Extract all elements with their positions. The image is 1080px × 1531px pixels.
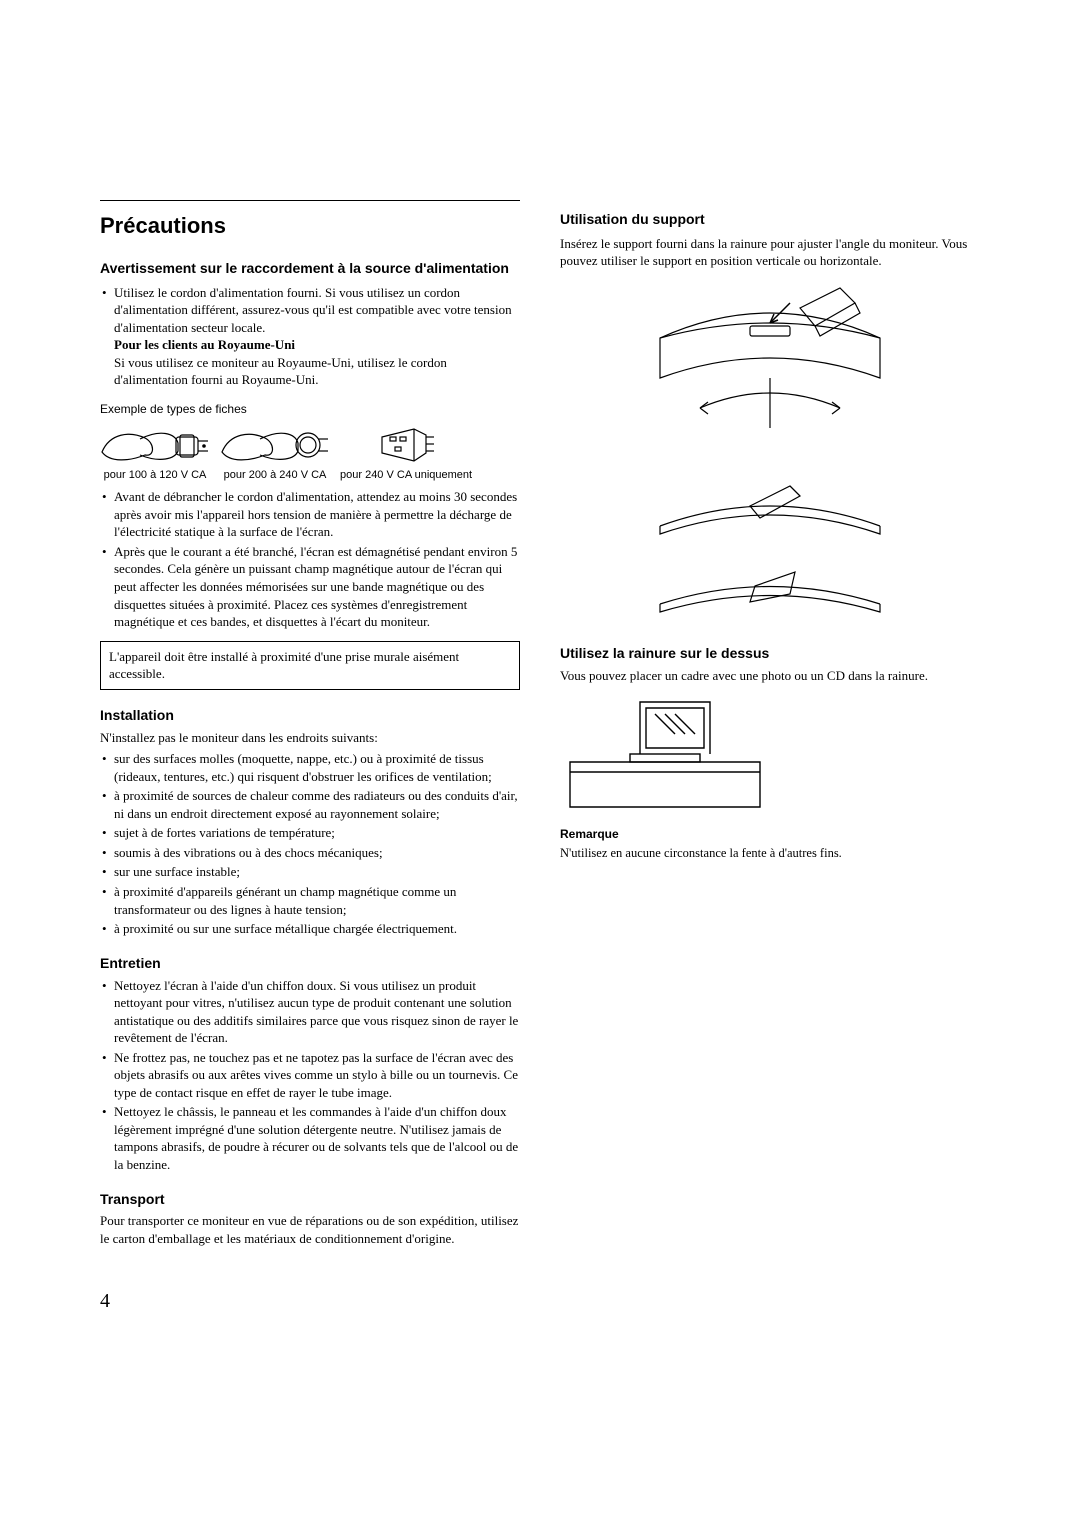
heading-maintenance: Entretien: [100, 954, 520, 973]
list-item: Après que le courant a été branché, l'éc…: [114, 543, 520, 631]
plug-icon: [220, 423, 330, 465]
heading-installation: Installation: [100, 706, 520, 725]
page-number: 4: [100, 1288, 520, 1315]
plug-icon: [100, 423, 210, 465]
heading-support-use: Utilisation du support: [560, 210, 980, 229]
support-use-body: Insérez le support fourni dans la rainur…: [560, 235, 980, 270]
text: Utilisez le cordon d'alimentation fourni…: [114, 285, 512, 335]
list-item: soumis à des vibrations ou à des chocs m…: [114, 844, 520, 862]
plug-type-a: pour 100 à 120 V CA: [100, 423, 210, 482]
illustration-stand-side: [640, 466, 900, 546]
note-heading: Remarque: [560, 826, 980, 842]
power-warning-list: Utilisez le cordon d'alimentation fourni…: [100, 284, 520, 389]
list-item: Nettoyez le châssis, le panneau et les c…: [114, 1103, 520, 1173]
list-item: sujet à de fortes variations de températ…: [114, 824, 520, 842]
heading-groove-use: Utilisez la rainure sur le dessus: [560, 644, 980, 663]
list-item: Avant de débrancher le cordon d'alimenta…: [114, 488, 520, 541]
list-item: à proximité d'appareils générant un cham…: [114, 883, 520, 918]
list-item: sur des surfaces molles (moquette, nappe…: [114, 750, 520, 785]
illustration-stand-side-2: [640, 554, 900, 624]
installation-lead: N'installez pas le moniteur dans les end…: [100, 729, 520, 747]
plug-row: pour 100 à 120 V CA pour 200 à 240 V CA: [100, 423, 520, 482]
plug-label: pour 200 à 240 V CA: [220, 469, 330, 482]
list-item: Nettoyez l'écran à l'aide d'un chiffon d…: [114, 977, 520, 1047]
installation-list: sur des surfaces molles (moquette, nappe…: [100, 750, 520, 937]
boxed-note: L'appareil doit être installé à proximit…: [100, 641, 520, 690]
list-item: à proximité de sources de chaleur comme …: [114, 787, 520, 822]
page-title: Précautions: [100, 200, 520, 241]
power-warning-list-2: Avant de débrancher le cordon d'alimenta…: [100, 488, 520, 630]
maintenance-list: Nettoyez l'écran à l'aide d'un chiffon d…: [100, 977, 520, 1174]
heading-transport: Transport: [100, 1190, 520, 1209]
list-item: Ne frottez pas, ne touchez pas et ne tap…: [114, 1049, 520, 1102]
illustration-stand-insert: [640, 278, 900, 458]
note-body: N'utilisez en aucune circonstance la fen…: [560, 845, 980, 862]
plug-label: pour 100 à 120 V CA: [100, 469, 210, 482]
plug-label: pour 240 V CA uniquement: [340, 469, 472, 482]
right-column: Utilisation du support Insérez le suppor…: [560, 200, 980, 1315]
list-item: Utilisez le cordon d'alimentation fourni…: [114, 284, 520, 389]
heading-power-warning: Avertissement sur le raccordement à la s…: [100, 259, 520, 278]
plug-caption: Exemple de types de fiches: [100, 401, 520, 417]
page: Précautions Avertissement sur le raccord…: [100, 200, 980, 1315]
text: Si vous utilisez ce moniteur au Royaume-…: [114, 355, 447, 388]
left-column: Précautions Avertissement sur le raccord…: [100, 200, 520, 1315]
plug-type-b: pour 200 à 240 V CA: [220, 423, 330, 482]
groove-use-body: Vous pouvez placer un cadre avec une pho…: [560, 667, 980, 685]
transport-body: Pour transporter ce moniteur en vue de r…: [100, 1212, 520, 1247]
plug-icon: [376, 423, 436, 465]
list-item: sur une surface instable;: [114, 863, 520, 881]
plug-type-c: pour 240 V CA uniquement: [340, 423, 472, 482]
list-item: à proximité ou sur une surface métalliqu…: [114, 920, 520, 938]
illustration-groove-frame: [560, 692, 770, 812]
text-bold: Pour les clients au Royaume-Uni: [114, 337, 295, 352]
